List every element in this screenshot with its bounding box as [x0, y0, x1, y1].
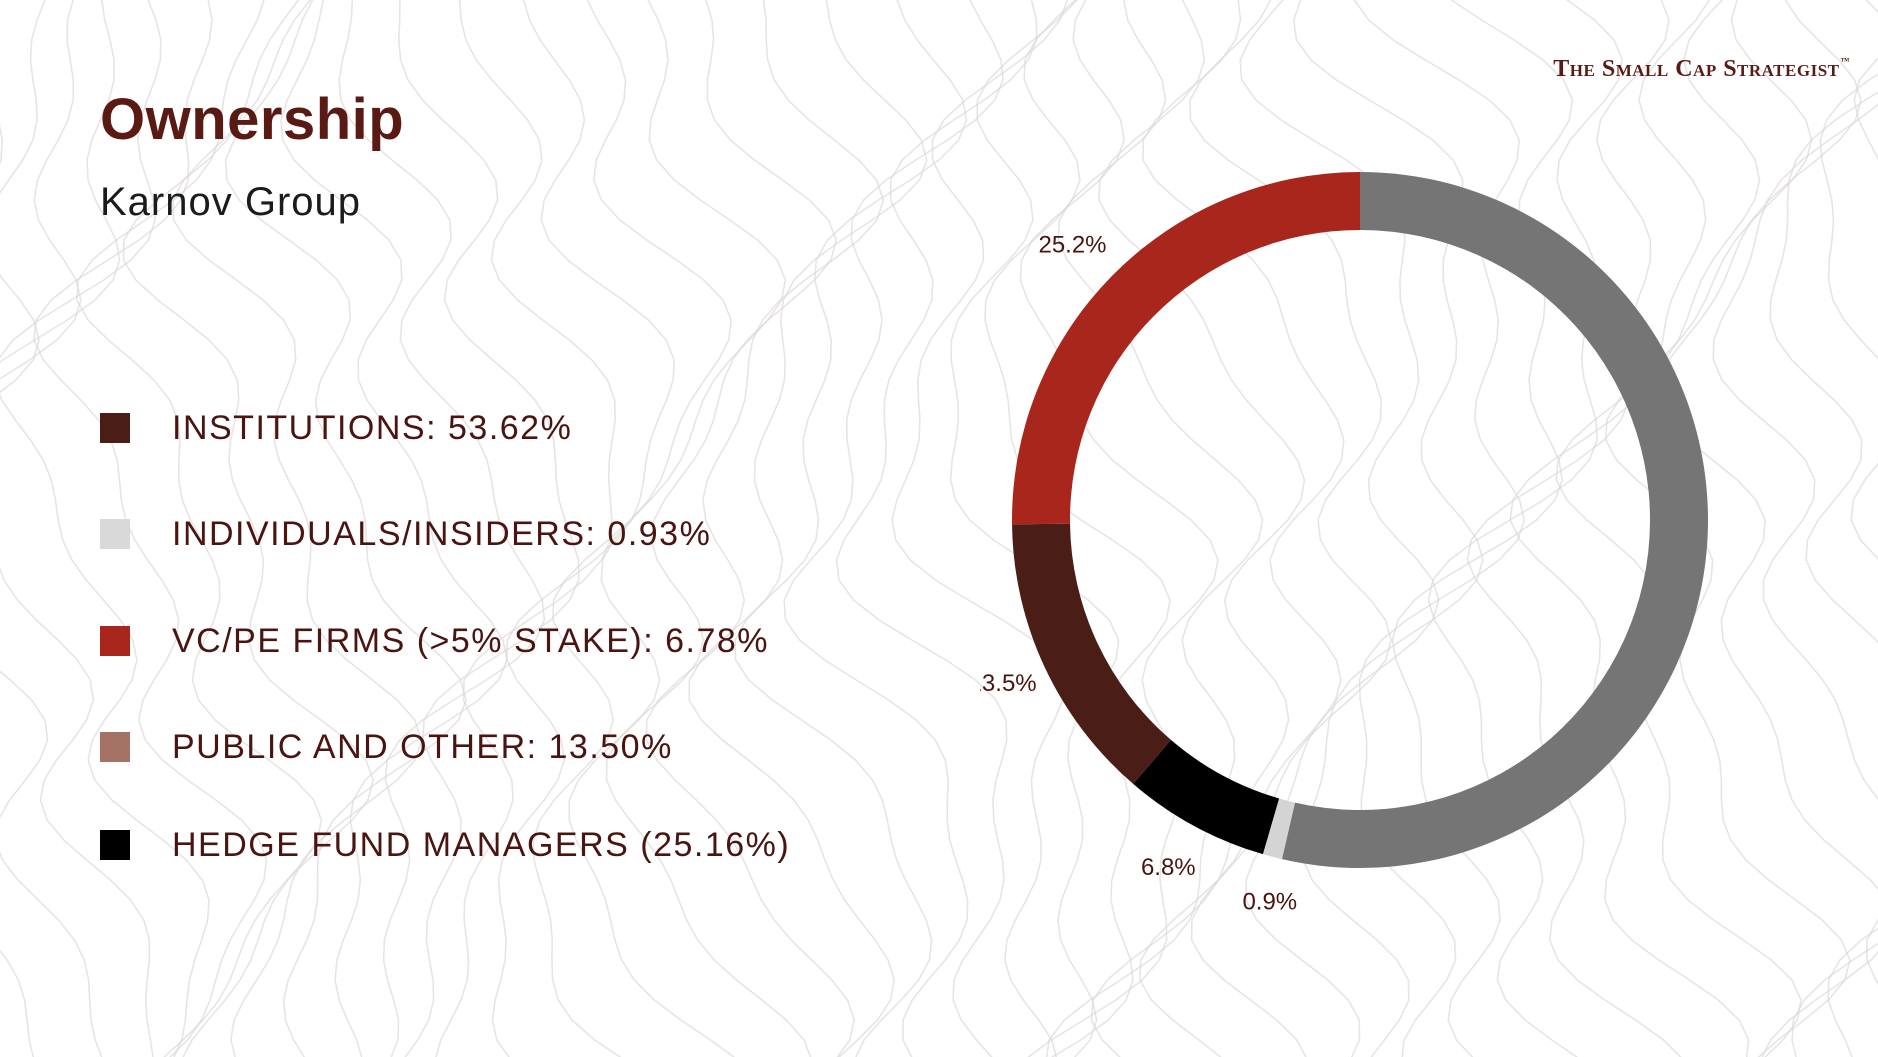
legend-item-individuals-insiders: INDIVIDUALS/INSIDERS: 0.93% — [100, 514, 711, 554]
page-title: Ownership — [100, 87, 405, 152]
legend-swatch — [100, 732, 130, 762]
donut-slice-3 — [1012, 523, 1171, 784]
legend-swatch — [100, 413, 130, 443]
brand-name: The Small Cap Strategist — [1553, 56, 1840, 82]
legend-label: INDIVIDUALS/INSIDERS: 0.93% — [172, 514, 712, 553]
legend-label: INSTITUTIONS: 53.62% — [172, 408, 573, 447]
slice-label-3: 13.5% — [980, 670, 1037, 697]
donut-slice-0 — [1281, 172, 1708, 868]
legend-swatch — [100, 830, 130, 860]
legend-label: VC/PE FIRMS (>5% STAKE): 6.78% — [172, 621, 770, 660]
ownership-donut-chart: 53.6%0.9%6.8%13.5%25.2% — [980, 172, 1708, 916]
donut-slice-4 — [1012, 172, 1360, 525]
legend-item-public-and-other: PUBLIC AND OTHER: 13.50% — [100, 727, 673, 767]
legend-item-vc-pe-firms: VC/PE FIRMS (>5% STAKE): 6.78% — [100, 621, 769, 661]
page-subtitle: Karnov Group — [100, 180, 362, 224]
legend-swatch — [100, 626, 130, 656]
legend-label: PUBLIC AND OTHER: 13.50% — [172, 727, 673, 766]
slice-label-4: 25.2% — [1038, 231, 1106, 258]
slice-label-1: 0.9% — [1242, 889, 1297, 916]
legend-swatch — [100, 519, 130, 549]
donut-slice-2 — [1133, 739, 1280, 855]
brand-logo: The Small Cap Strategist™ — [1553, 56, 1850, 83]
slice-label-2: 6.8% — [1141, 854, 1196, 881]
legend-label: HEDGE FUND MANAGERS (25.16%) — [172, 825, 791, 864]
legend-item-hedge-fund-managers: HEDGE FUND MANAGERS (25.16%) — [100, 825, 790, 865]
legend-item-institutions: INSTITUTIONS: 53.62% — [100, 408, 572, 448]
trademark-mark: ™ — [1840, 56, 1850, 66]
donut-slice-1 — [1262, 798, 1295, 860]
